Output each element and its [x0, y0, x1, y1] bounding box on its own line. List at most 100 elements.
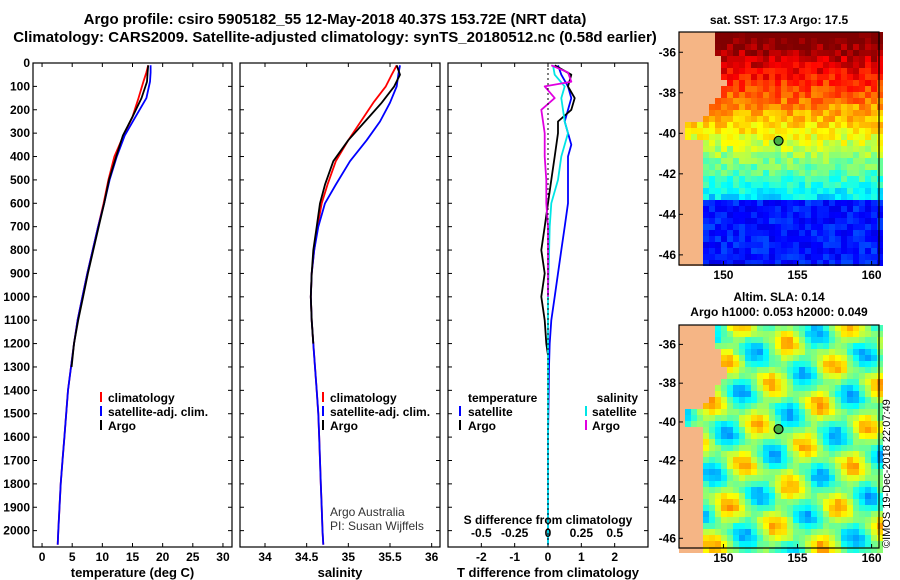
sla-map-cell — [715, 505, 721, 511]
sla-map-cell — [871, 349, 877, 355]
sla-map-cell — [697, 439, 703, 445]
legend-label: climatology — [330, 391, 397, 405]
sst-map-cell — [763, 170, 769, 176]
sst-map-cell — [745, 212, 751, 218]
sla-map-cell — [721, 451, 727, 457]
sst-map-cell — [733, 230, 739, 236]
sst-map-cell — [787, 98, 793, 104]
sla-map-cell — [733, 427, 739, 433]
sst-map-cell — [757, 236, 763, 242]
sla-map-cell — [847, 481, 853, 487]
sla-map-cell — [757, 415, 763, 421]
sla-map-cell — [721, 343, 727, 349]
sla-map-cell — [859, 373, 865, 379]
sst-map-cell — [877, 140, 883, 146]
sla-map-cell — [835, 433, 841, 439]
sla-map-cell — [859, 439, 865, 445]
sst-map-cell — [841, 128, 847, 134]
sla-map-cell — [733, 361, 739, 367]
sla-map-cell — [829, 493, 835, 499]
sla-map-cell — [769, 433, 775, 439]
sla-map-cell — [799, 511, 805, 517]
sst-map-cell — [703, 200, 709, 206]
sla-map-cell — [835, 373, 841, 379]
sst-map-cell — [823, 134, 829, 140]
sla-map-ytick-label: -42 — [659, 454, 677, 468]
sst-map-cell — [769, 224, 775, 230]
sla-map-cell — [781, 427, 787, 433]
sla-map-cell — [691, 493, 697, 499]
sla-map-cell — [745, 427, 751, 433]
sst-map-cell — [703, 182, 709, 188]
sla-map-cell — [793, 481, 799, 487]
sst-map-cell — [775, 176, 781, 182]
sla-map-cell — [709, 541, 715, 547]
sst-map-cell — [733, 194, 739, 200]
sla-map-cell — [745, 325, 751, 331]
sla-map-cell — [865, 487, 871, 493]
sst-map-cell — [679, 236, 685, 242]
sst-map-cell — [817, 194, 823, 200]
sst-map-cell — [715, 158, 721, 164]
sla-map-cell — [787, 343, 793, 349]
sst-map-cell — [823, 50, 829, 56]
sst-map-cell — [715, 200, 721, 206]
sst-map-cell — [691, 68, 697, 74]
sst-map-cell — [745, 260, 751, 266]
sst-map-cell — [721, 152, 727, 158]
sla-map-cell — [727, 367, 733, 373]
sst-map-cell — [847, 86, 853, 92]
sla-map-cell — [865, 403, 871, 409]
sla-map-cell — [805, 505, 811, 511]
sst-map-cell — [763, 116, 769, 122]
sst-map-cell — [697, 128, 703, 134]
sla-map-cell — [877, 325, 883, 331]
sla-map-cell — [841, 547, 847, 553]
sst-map-cell — [679, 170, 685, 176]
sst-map-cell — [805, 98, 811, 104]
sla-map-cell — [847, 463, 853, 469]
sla-map-cell — [823, 547, 829, 553]
sst-map-cell — [835, 62, 841, 68]
sst-map-cell — [841, 86, 847, 92]
sst-map-cell — [721, 80, 727, 86]
sst-map-cell — [763, 92, 769, 98]
sst-map-cell — [799, 194, 805, 200]
sst-map-cell — [691, 146, 697, 152]
sla-map-cell — [877, 427, 883, 433]
sla-map-cell — [835, 445, 841, 451]
sst-map-cell — [775, 194, 781, 200]
sla-map-cell — [703, 481, 709, 487]
sst-map-cell — [787, 104, 793, 110]
sst-map-cell — [829, 98, 835, 104]
sst-map-cell — [781, 104, 787, 110]
sla-map-cell — [793, 469, 799, 475]
sla-map-cell — [739, 349, 745, 355]
sst-map-cell — [715, 242, 721, 248]
sla-map-cell — [787, 463, 793, 469]
sst-map-cell — [775, 254, 781, 260]
sla-map-cell — [727, 349, 733, 355]
sst-map-cell — [871, 68, 877, 74]
sla-map-cell — [811, 337, 817, 343]
sst-map-cell — [859, 38, 865, 44]
sla-map-cell — [703, 331, 709, 337]
sla-map-cell — [685, 541, 691, 547]
sla-map-cell — [835, 367, 841, 373]
sla-map-cell — [853, 457, 859, 463]
sst-map-cell — [715, 236, 721, 242]
sst-map-cell — [733, 140, 739, 146]
sst-map-cell — [799, 104, 805, 110]
sla-map-cell — [787, 415, 793, 421]
sla-map-cell — [727, 439, 733, 445]
sst-map-cell — [727, 242, 733, 248]
sst-map-cell — [865, 134, 871, 140]
sst-map-cell — [865, 254, 871, 260]
sla-map-cell — [835, 529, 841, 535]
sst-map-cell — [841, 146, 847, 152]
sla-map-cell — [685, 505, 691, 511]
sla-map-cell — [685, 397, 691, 403]
sst-map-cell — [835, 248, 841, 254]
sla-map-cell — [745, 439, 751, 445]
